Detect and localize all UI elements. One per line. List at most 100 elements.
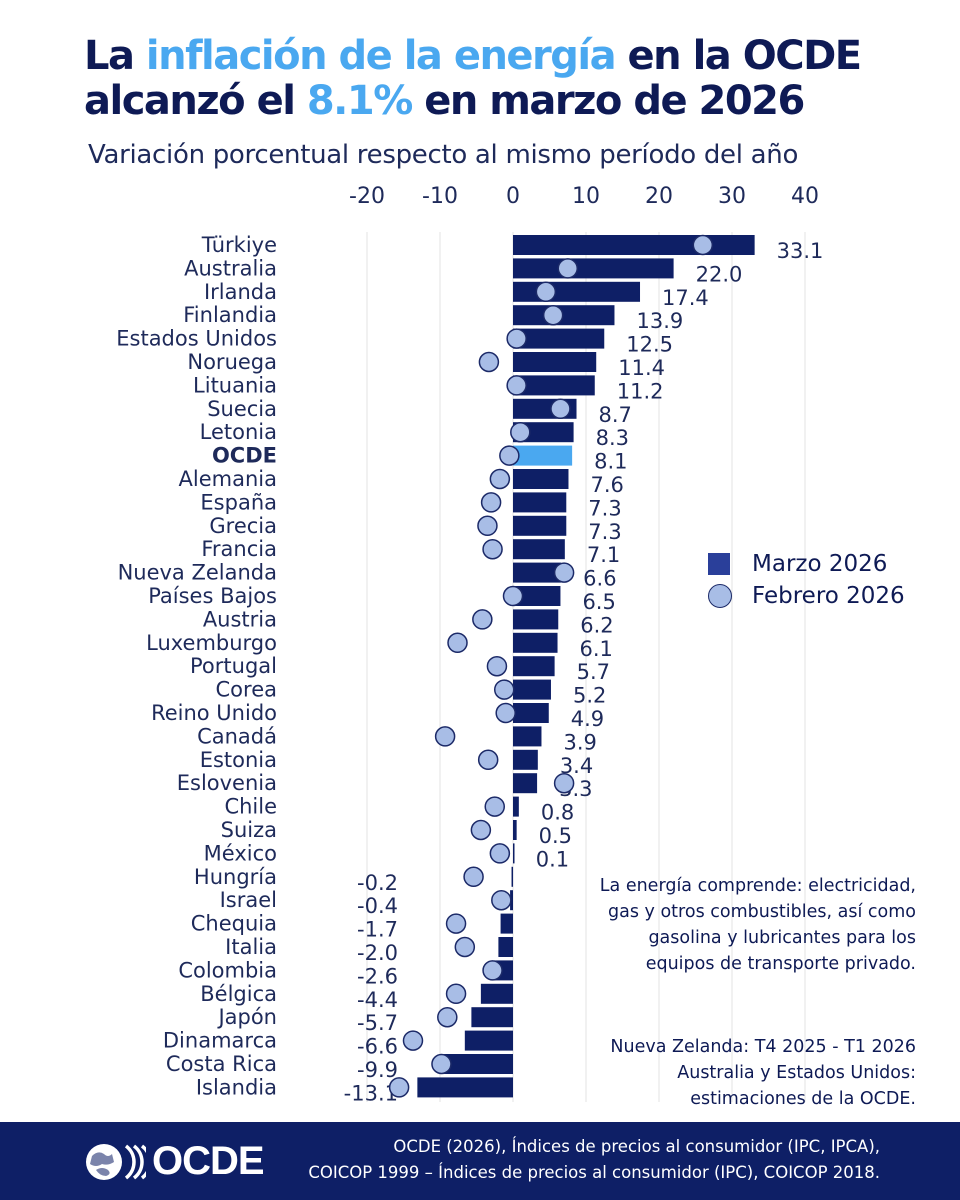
february-point	[477, 749, 499, 771]
february-point	[482, 538, 503, 560]
category-label: Países Bajos	[148, 584, 277, 608]
bar-country	[464, 1030, 513, 1051]
title-part: La	[84, 33, 146, 79]
data-label: 4.9	[571, 707, 604, 731]
data-label: 6.5	[582, 590, 615, 614]
category-label: Alemania	[179, 467, 277, 491]
x-tick-label: 30	[718, 184, 746, 209]
bar-country	[480, 983, 513, 1004]
legend-label-february: Febrero 2026	[752, 583, 905, 609]
bar-country	[513, 562, 562, 583]
data-label: -1.7	[357, 918, 398, 942]
category-label: Noruega	[187, 350, 277, 374]
category-label: Italia	[225, 935, 277, 959]
bar-country	[513, 656, 555, 677]
february-point	[506, 375, 527, 396]
category-label: Dinamarca	[163, 1029, 277, 1053]
data-label: 6.1	[580, 637, 613, 661]
energy-note-line: gas y otros combustibles, así como	[608, 902, 916, 922]
february-point	[477, 515, 498, 537]
february-point	[542, 304, 564, 326]
bar-highlight	[513, 445, 573, 466]
february-point	[557, 258, 578, 279]
category-label: México	[204, 841, 277, 865]
x-tick-label: 20	[645, 184, 673, 209]
february-point	[506, 328, 527, 349]
february-point	[553, 772, 575, 794]
category-label: Colombia	[178, 958, 277, 982]
energy-note-line: equipos de transporte privado.	[645, 954, 916, 974]
february-point	[535, 281, 557, 303]
february-point	[495, 702, 516, 724]
title-part: alcanzó el	[84, 78, 307, 124]
data-label: -13.1	[344, 1081, 398, 1105]
bar-country	[513, 632, 558, 653]
category-label: Hungría	[194, 865, 277, 889]
data-label: 6.2	[580, 613, 613, 637]
category-label: Türkiye	[201, 233, 277, 257]
february-point	[470, 819, 492, 841]
bar-country	[513, 539, 565, 560]
bar-country	[500, 913, 513, 934]
globe-logo-icon	[86, 1143, 146, 1180]
data-label: -9.9	[357, 1058, 398, 1082]
category-label: Grecia	[209, 514, 277, 538]
bar-country	[513, 679, 551, 700]
february-point	[486, 655, 508, 677]
category-label: Suiza	[221, 818, 277, 842]
energy-note-line: gasolina y lubricantes para los	[648, 928, 916, 948]
data-label: -2.6	[357, 964, 398, 988]
bar-country	[513, 843, 515, 864]
period-note-line: Australia y Estados Unidos:	[677, 1063, 916, 1083]
data-label: 8.1	[594, 450, 627, 474]
legend-label-march: Marzo 2026	[752, 551, 888, 577]
data-label: 33.1	[777, 239, 824, 263]
february-point	[692, 234, 714, 256]
bar-country	[513, 492, 567, 513]
energy-note-line: La energía comprende: electricidad,	[599, 876, 916, 896]
category-label: Australia	[184, 256, 277, 280]
february-point	[550, 398, 571, 420]
category-label: Islandia	[196, 1075, 277, 1099]
february-point	[553, 562, 575, 583]
data-label: 6.6	[583, 567, 616, 591]
data-label: 11.2	[617, 379, 664, 403]
bar-country	[440, 1054, 513, 1074]
bar-country	[513, 749, 538, 770]
category-label: Japón	[216, 1005, 277, 1029]
x-tick-label: 0	[506, 184, 520, 209]
bar-country	[513, 258, 674, 279]
data-label: 7.1	[587, 543, 620, 567]
february-point	[493, 679, 515, 700]
bar-country	[513, 469, 569, 489]
category-label: España	[200, 490, 277, 514]
x-tick-label: 40	[791, 184, 819, 209]
footer: OCDE OCDE (2026), Índices de precios al …	[0, 1122, 960, 1200]
february-point	[478, 351, 500, 373]
category-label: Nueva Zelanda	[118, 561, 277, 585]
bar-country	[513, 773, 538, 794]
title-part: en la OCDE	[615, 33, 863, 79]
category-label: Chequia	[191, 912, 277, 936]
february-point	[510, 421, 531, 443]
february-point	[472, 609, 493, 630]
category-label: Lituania	[193, 373, 277, 397]
legend-swatch-dot	[708, 584, 732, 608]
february-point	[431, 1053, 452, 1075]
february-point	[502, 585, 524, 607]
february-point	[463, 866, 484, 888]
title-highlight-value: 8.1%	[306, 78, 413, 124]
data-label: -5.7	[357, 1011, 398, 1035]
bar-country	[513, 586, 561, 606]
x-tick-label: -20	[349, 184, 385, 209]
data-label: 22.0	[696, 262, 743, 286]
data-label: 0.5	[539, 824, 572, 848]
data-label: 7.3	[588, 520, 621, 544]
category-label: Finlandia	[183, 303, 277, 327]
february-point	[489, 468, 511, 490]
february-point	[480, 492, 502, 513]
source-line: COICOP 1999 – Índices de precios al cons…	[308, 1163, 880, 1182]
february-point	[454, 936, 476, 958]
data-label: -0.4	[357, 894, 398, 918]
category-label: Irlanda	[204, 280, 277, 304]
